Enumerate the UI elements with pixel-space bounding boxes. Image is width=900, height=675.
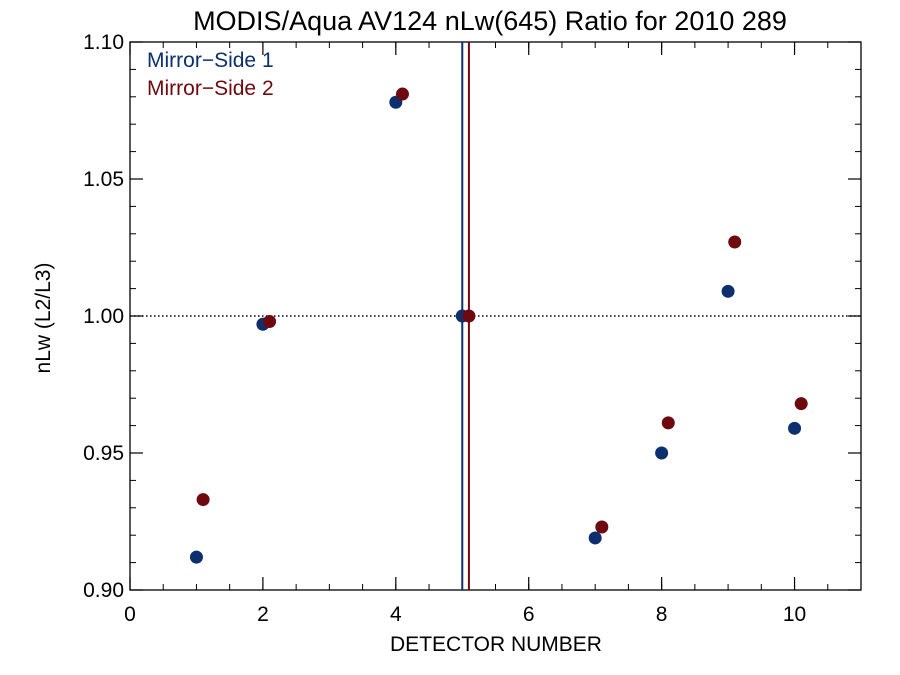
chart-title: MODIS/Aqua AV124 nLw(645) Ratio for 2010… [193, 6, 787, 36]
data-point-series-2 [263, 314, 277, 328]
y-tick-label: 1.05 [83, 168, 124, 191]
x-tick-label: 8 [656, 603, 668, 626]
data-point-series-1 [655, 446, 669, 460]
data-point-series-2 [794, 397, 808, 411]
y-axis-label: nLw (L2/L3) [32, 263, 55, 374]
data-point-series-1 [189, 550, 203, 564]
x-tick-label: 6 [523, 603, 535, 626]
y-tick-label: 1.10 [83, 31, 124, 54]
x-tick-label: 4 [390, 603, 402, 626]
x-tick-label: 2 [257, 603, 269, 626]
legend: Mirror−Side 1 Mirror−Side 2 [147, 49, 274, 100]
data-point-series-2 [462, 309, 476, 323]
data-point-series-2 [395, 87, 409, 101]
data-point-series-2 [196, 493, 210, 507]
x-tick-label: 10 [783, 603, 806, 626]
x-tick-label: 0 [124, 603, 136, 626]
y-tick-label: 1.00 [83, 305, 124, 328]
data-point-series-2 [595, 520, 609, 534]
data-point-series-2 [661, 416, 675, 430]
data-point-series-1 [788, 421, 802, 435]
y-tick-label: 0.90 [83, 579, 124, 602]
reference-lines [130, 42, 861, 590]
data-point-series-1 [588, 531, 602, 545]
x-axis-label: DETECTOR NUMBER [390, 633, 602, 656]
legend-entry-series-1: Mirror−Side 1 [147, 49, 274, 72]
data-points [189, 87, 808, 564]
data-point-series-2 [728, 235, 742, 249]
axis-ticks: 0 2 4 6 8 10 0.90 0.95 1.00 1.05 1.10 [83, 31, 862, 626]
y-tick-label: 0.95 [83, 442, 124, 465]
data-point-series-1 [721, 284, 735, 298]
legend-entry-series-2: Mirror−Side 2 [147, 77, 274, 100]
